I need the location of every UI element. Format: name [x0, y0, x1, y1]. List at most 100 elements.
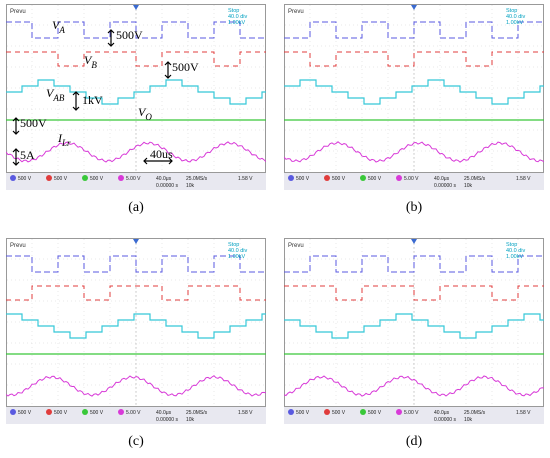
info-line-3: 1.00kV [228, 20, 245, 26]
scale-arrow-5 [12, 148, 20, 166]
channel-1-icon [10, 175, 16, 181]
sample-rate: 25.0MS/s [464, 410, 486, 416]
label-ilr: ILr [57, 131, 71, 148]
channel-4-scale: 5.00 V [404, 176, 419, 182]
trace-va [284, 255, 544, 273]
sample-rate: 25.0MS/s [186, 410, 208, 416]
channel-3-scale: 500 V [90, 410, 104, 416]
trigger-marker-icon [133, 5, 139, 10]
header-label: Prevu [10, 243, 26, 249]
scope-panel-a: Prevu Stop 40.0 div 1.00kV VA VB VAB VO … [6, 4, 266, 215]
channel-4-icon [396, 175, 402, 181]
trigger-level: 1.58 V [516, 176, 531, 182]
trigger-level: 1.58 V [238, 176, 253, 182]
time-label: 40us [150, 147, 173, 161]
scale-label-2: 500V [172, 60, 199, 74]
timebase: 40.0μs [156, 176, 172, 182]
trace-vab [6, 79, 266, 105]
trace-va [284, 21, 544, 39]
scope-panel-d: Prevu Stop 40.0 div 1.00kV 500 V 500 V 500… [284, 238, 544, 449]
trace-vb [284, 51, 544, 67]
scope-screen-a: Prevu Stop 40.0 div 1.00kV VA VB VAB VO … [6, 4, 266, 190]
info-line-2: 40.0 div [228, 14, 248, 20]
trace-ilr [284, 375, 544, 397]
trigger-marker-icon [133, 239, 139, 244]
info-line-3: 1.00kV [506, 254, 523, 260]
header-label: Prevu [288, 243, 304, 249]
sample-rate: 25.0MS/s [186, 176, 208, 182]
channel-4-icon [118, 175, 124, 181]
status-bar [6, 173, 266, 190]
trace-vb [284, 285, 544, 301]
scope-panel-c: Prevu Stop 40.0 div 1.00kV 500 V 500 V 500… [6, 238, 266, 449]
time-offset: 0.00000 s [434, 183, 456, 189]
channel-2-icon [324, 409, 330, 415]
info-line-2: 40.0 div [506, 248, 526, 254]
info-line-3: 1.00kV [506, 20, 523, 26]
record-length: 10k [464, 417, 473, 423]
info-box: Stop 40.0 div 1.00kV [506, 242, 526, 260]
channel-2-icon [46, 175, 52, 181]
trigger-marker-icon [411, 239, 417, 244]
timebase: 40.0μs [156, 410, 172, 416]
channel-3-icon [82, 409, 88, 415]
info-line-2: 40.0 div [228, 248, 248, 254]
trace-vab [6, 313, 266, 339]
channel-2-icon [324, 175, 330, 181]
time-offset: 0.00000 s [156, 417, 178, 423]
label-vb: VB [84, 53, 97, 70]
record-length: 10k [186, 417, 195, 423]
info-box: Stop 40.0 div 1.00kV [228, 8, 248, 26]
info-line-2: 40.0 div [506, 14, 526, 20]
scope-screen-d: Prevu Stop 40.0 div 1.00kV 500 V 500 V 500… [284, 238, 544, 424]
channel-2-scale: 500 V [54, 410, 68, 416]
record-length: 10k [186, 183, 195, 189]
channel-2-icon [46, 409, 52, 415]
channel-1-scale: 500 V [18, 176, 32, 182]
caption-c: (c) [128, 434, 144, 449]
channel-1-icon [288, 409, 294, 415]
channel-3-icon [360, 175, 366, 181]
scale-arrow-1 [107, 29, 115, 47]
status-bar [284, 407, 544, 424]
status-bar [6, 407, 266, 424]
annotations-a: VA VB VAB VO ILr 500V 500V 1kV 500V 5A 4… [12, 18, 199, 166]
caption-a: (a) [128, 200, 144, 215]
grid-a [6, 4, 266, 173]
channel-2-scale: 500 V [54, 176, 68, 182]
channel-1-scale: 500 V [296, 410, 310, 416]
channel-1-icon [10, 409, 16, 415]
channel-2-scale: 500 V [332, 176, 346, 182]
scale-arrow-3 [72, 91, 80, 111]
info-box: Stop 40.0 div 1.00kV [228, 242, 248, 260]
channel-1-icon [288, 175, 294, 181]
time-offset: 0.00000 s [434, 417, 456, 423]
status-bar [284, 173, 544, 190]
info-box: Stop 40.0 div 1.00kV [506, 8, 526, 26]
trigger-marker-icon [411, 5, 417, 10]
channel-3-icon [82, 175, 88, 181]
scale-arrow-2 [164, 61, 172, 79]
trace-va [6, 255, 266, 273]
trigger-level: 1.58 V [238, 410, 253, 416]
channel-2-scale: 500 V [332, 410, 346, 416]
timebase: 40.0μs [434, 410, 450, 416]
channel-4-icon [396, 409, 402, 415]
time-arrow [143, 157, 173, 165]
record-length: 10k [464, 183, 473, 189]
label-va: VA [52, 18, 65, 35]
scope-panel-b: Prevu Stop 40.0 div 1.00kV 500 V 500 V 500… [284, 4, 544, 215]
scale-label-3: 1kV [82, 93, 103, 107]
channel-4-scale: 5.00 V [126, 410, 141, 416]
channel-3-scale: 500 V [368, 410, 382, 416]
trace-vb [6, 285, 266, 301]
channel-1-scale: 500 V [18, 410, 32, 416]
scope-screen-b: Prevu Stop 40.0 div 1.00kV 500 V 500 V 500… [284, 4, 544, 190]
scale-label-1: 500V [116, 28, 143, 42]
label-vo: VO [138, 105, 152, 122]
scale-arrow-4 [12, 117, 20, 135]
channel-3-scale: 500 V [90, 176, 104, 182]
trace-vab [284, 313, 544, 339]
info-line-1: Stop [506, 242, 517, 248]
channel-4-scale: 5.00 V [404, 410, 419, 416]
